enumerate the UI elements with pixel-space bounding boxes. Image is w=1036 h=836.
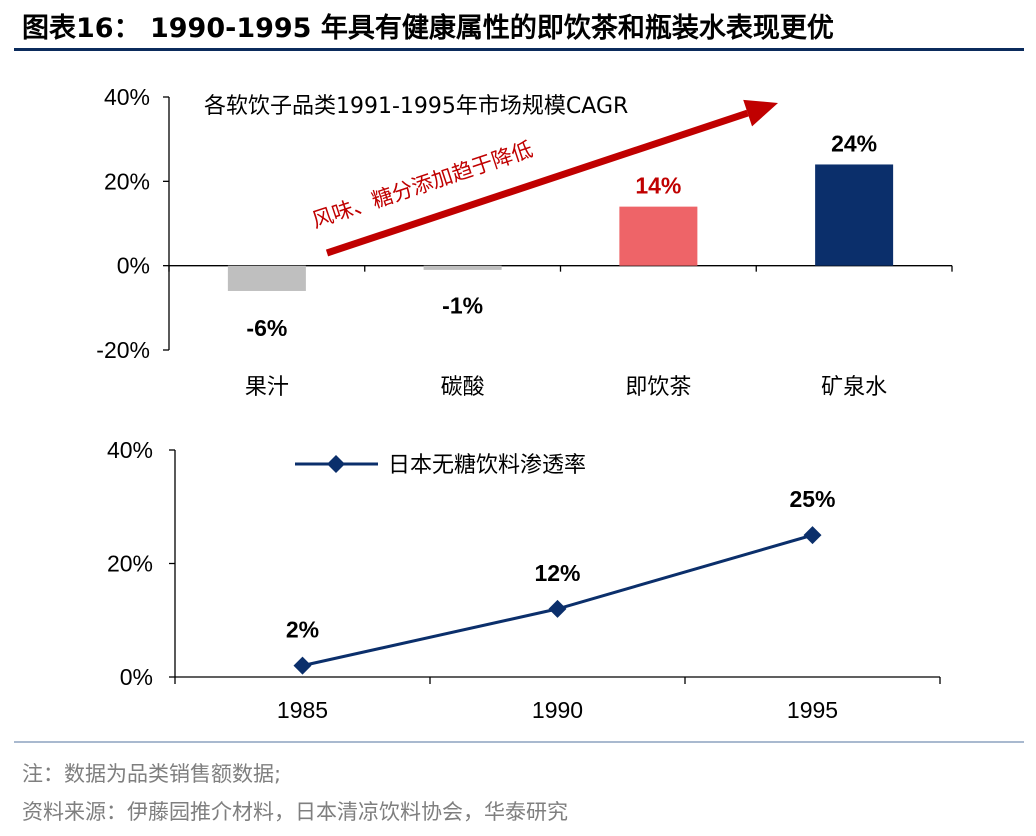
bar-2 [423,265,502,270]
series-marker [548,599,567,618]
bar-y-tick-label: 40% [104,84,150,110]
bar-y-tick-label: 20% [104,168,150,194]
footer-source: 资料来源：伊藤园推介材料，日本清凉饮料协会，华泰研究 [22,800,568,824]
line-y-axis: 0% 20% 40% [107,437,176,690]
line-x-axis: 1985 1990 1995 [174,676,941,723]
bar-category-label: 碳酸 [441,375,485,400]
legend-label: 日本无糖饮料渗透率 [388,453,586,478]
line-x-tick-label: 1985 [277,697,328,723]
bar-y-axis: -20% 0% 20% 40% [96,84,170,363]
bar-data-label: -1% [442,293,483,319]
legend-marker [327,455,345,473]
series-marker [803,526,822,545]
title-rule [14,48,1024,51]
bar-chart-annotation: 各软饮子品类1991-1995年市场规模CAGR [204,94,628,119]
trend-arrow-shaft [325,109,749,257]
line-y-tick-label: 0% [120,664,153,690]
line-data-label: 12% [534,560,580,586]
line-x-tick-label: 1995 [787,697,838,723]
bar-chart: -20% 0% 20% 40% 果汁 碳酸 即饮茶 矿泉水 -6% -1% 14% 24% 各软饮… [96,84,953,400]
bar-category-label: 即饮茶 [625,375,691,400]
bar-data-label: 14% [635,173,681,199]
bar-y-tick-label: -20% [96,337,150,363]
bar-category-label: 矿泉水 [821,375,887,400]
line-marks: 2% 12% 25% [286,486,836,675]
line-x-tick-label: 1990 [532,697,583,723]
line-data-label: 2% [286,617,319,643]
line-y-tick-label: 20% [107,551,153,577]
line-chart: 0% 20% 40% 1985 1990 1995 2% 12% 25% 日本无糖饮料渗透率 [107,437,941,723]
bar-category-label: 果汁 [245,375,289,400]
bar-3 [619,206,698,266]
figure-title: 图表16： 1990-1995 年具有健康属性的即饮茶和瓶装水表现更优 [22,13,834,44]
series-marker [293,656,312,675]
bar-y-tick-label: 0% [117,253,150,279]
line-data-label: 25% [789,486,835,512]
bar-1 [227,265,306,291]
bar-data-label: -6% [246,315,287,341]
footer-note: 注：数据为品类销售额数据; [22,762,282,786]
trend-arrow: 风味、糖分添加趋于降低 [309,99,778,257]
bar-marks: -6% -1% 14% 24% [227,130,894,341]
footer-rule [14,741,1024,743]
trend-arrow-head [743,99,778,127]
bar-data-label: 24% [831,130,877,156]
bar-4 [815,164,894,266]
line-y-tick-label: 40% [107,437,153,463]
line-legend: 日本无糖饮料渗透率 [295,453,586,478]
